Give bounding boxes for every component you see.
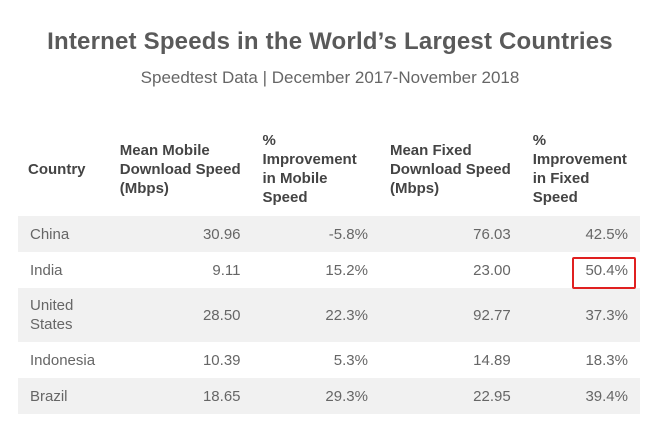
value-cell: 28.50 <box>109 288 253 342</box>
header-mobile-improvement: % Improvement in Mobile Speed <box>262 132 357 206</box>
value-cell: 76.03 <box>379 216 523 252</box>
highlight-box <box>572 257 636 289</box>
chart-subtitle: Speedtest Data | December 2017-November … <box>140 68 520 87</box>
value-cell: 37.3% <box>522 288 640 342</box>
value-cell: 30.96 <box>109 216 253 252</box>
value-cell: 42.5% <box>522 216 640 252</box>
table-row: India 9.11 15.2% 23.00 50.4% <box>18 252 640 289</box>
table-row: Brazil 18.65 29.3% 22.95 39.4% <box>18 378 640 414</box>
country-cell: China <box>18 216 110 252</box>
table-row: United States 28.50 22.3% 92.77 37.3% <box>18 288 640 342</box>
value-cell: 22.95 <box>379 378 523 414</box>
table-row: Indonesia 10.39 5.3% 14.89 18.3% <box>18 342 640 378</box>
value-cell: 14.89 <box>473 351 511 369</box>
chart-title: Internet Speeds in the World’s Largest C… <box>47 28 613 55</box>
value-cell: 92.77 <box>379 288 523 342</box>
value-cell: 29.3% <box>252 378 380 414</box>
country-cell: United States <box>18 288 110 342</box>
value-cell: 39.4% <box>522 378 640 414</box>
value-cell: 10.39 <box>202 351 241 369</box>
speed-table: Country Mean Mobile Download Speed (Mbps… <box>18 122 640 414</box>
value-cell: 9.11 <box>212 261 241 279</box>
header-fixed-speed: Mean Fixed Download Speed (Mbps) <box>389 141 511 197</box>
table-row: China 30.96 -5.8% 76.03 42.5% <box>18 216 640 252</box>
header-fixed-improvement: % Improvement in Fixed Speed <box>532 132 627 206</box>
value-cell: 22.3% <box>252 288 380 342</box>
value-cell: 50.4% <box>523 252 640 289</box>
header-row: Country Mean Mobile Download Speed (Mbps… <box>18 122 640 216</box>
country-cell: Indonesia <box>30 351 96 369</box>
header-country: Country <box>28 160 86 178</box>
header-mobile-speed: Mean Mobile Download Speed (Mbps) <box>119 141 241 197</box>
country-cell: India <box>30 261 63 279</box>
value-cell: 18.3% <box>585 351 628 369</box>
country-cell: Brazil <box>18 378 110 414</box>
value-cell: 23.00 <box>473 261 511 279</box>
value-cell: 15.2% <box>325 261 368 279</box>
value-cell: -5.8% <box>252 216 380 252</box>
value-cell: 18.65 <box>109 378 253 414</box>
value-cell: 5.3% <box>333 351 368 369</box>
